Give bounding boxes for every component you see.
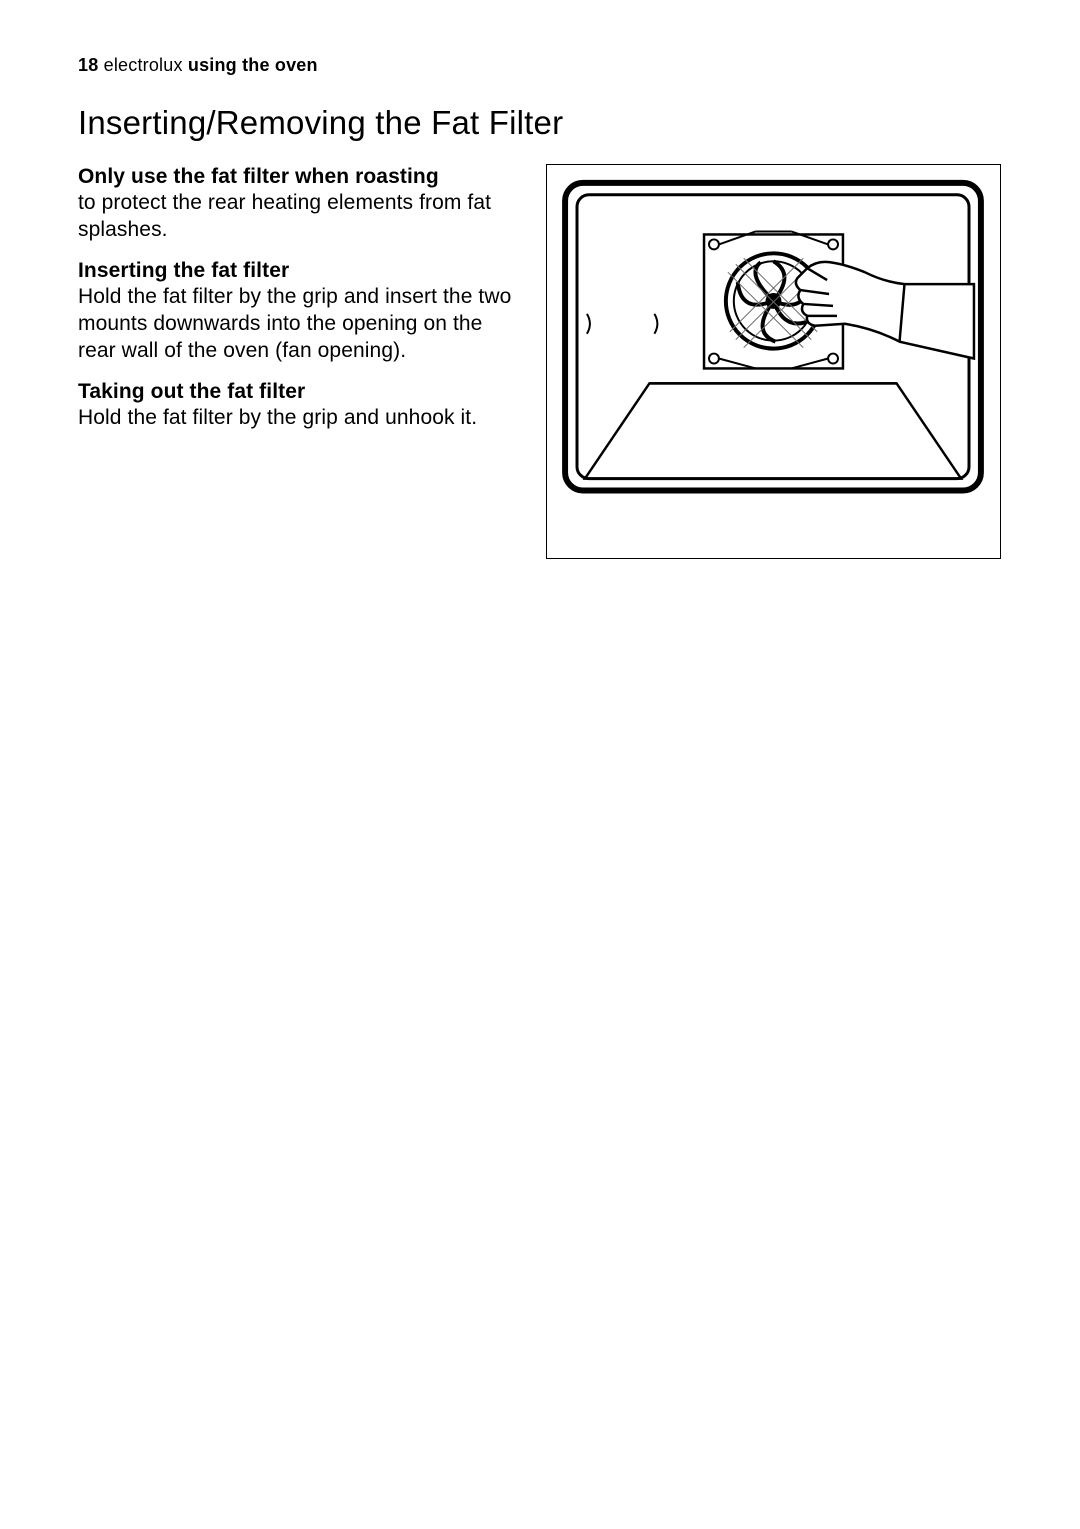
running-header: 18 electrolux using the oven [78,55,1002,76]
oven-diagram [546,164,1001,559]
body-inserting: Hold the fat filter by the grip and inse… [78,284,518,365]
subheading-removing: Taking out the fat filter [78,379,518,405]
page-title: Inserting/Removing the Fat Filter [78,104,1002,142]
subheading-inserting: Inserting the fat filter [78,258,518,284]
subheading-roasting: Only use the fat filter when roasting [78,164,518,190]
section-name-text: using the oven [188,55,318,75]
body-removing: Hold the fat filter by the grip and un­h… [78,405,518,432]
text-column: Only use the fat filter when roasting to… [78,164,518,432]
brand-name-text: electrolux [104,55,183,75]
page-number: 18 [78,55,98,75]
oven-svg-icon [547,165,999,557]
figure-column [546,164,1001,559]
two-column-layout: Only use the fat filter when roasting to… [78,164,1002,559]
body-roasting: to protect the rear heating elements fro… [78,190,518,244]
manual-page: 18 electrolux using the oven Inserting/R… [0,0,1080,1529]
